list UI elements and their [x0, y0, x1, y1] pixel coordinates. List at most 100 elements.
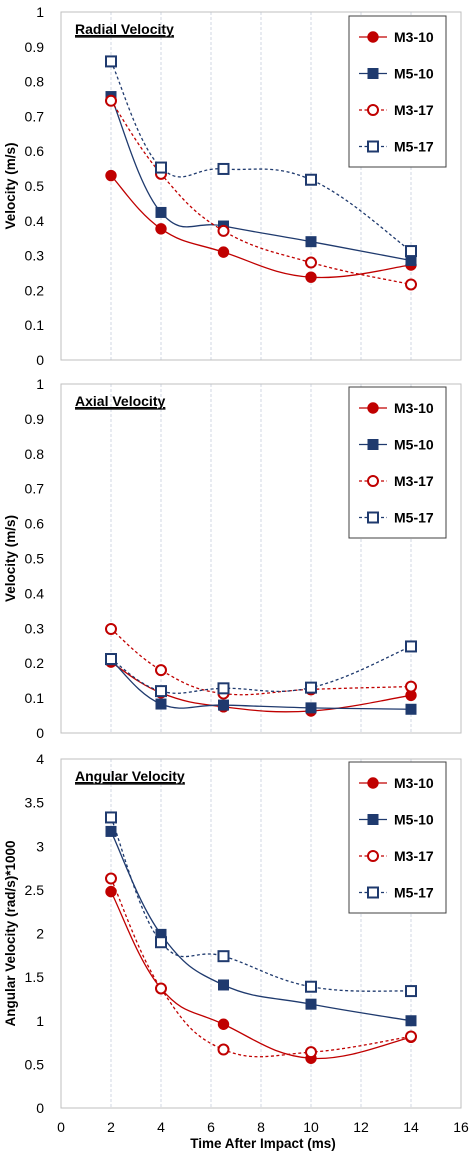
data-point — [405, 680, 417, 693]
y-tick-label: 0.3 — [25, 620, 45, 636]
legend-marker — [367, 140, 379, 153]
chart-title: Angular Velocity — [75, 768, 185, 784]
y-tick-label: 0.6 — [25, 516, 45, 532]
plot-frame — [60, 383, 462, 734]
data-point — [305, 702, 317, 714]
series-M5-17 — [105, 640, 417, 698]
data-point — [155, 982, 167, 995]
data-point — [217, 682, 230, 695]
legend-label: M5-10 — [394, 66, 434, 82]
legend-label: M5-10 — [394, 437, 434, 453]
series-M5-17 — [105, 55, 417, 258]
legend: M3-10 M5-10 M3-17 M5-17 — [348, 761, 447, 914]
data-point — [217, 224, 230, 237]
y-tick-label: 4 — [36, 751, 44, 767]
data-point — [155, 664, 167, 677]
data-point — [155, 161, 167, 174]
data-point — [105, 825, 117, 837]
legend-item: M3-17 — [359, 102, 434, 118]
y-tick-label: 2.5 — [25, 882, 45, 898]
legend-label: M5-17 — [394, 510, 434, 526]
data-point — [405, 703, 417, 715]
data-point — [155, 698, 167, 710]
data-point — [405, 245, 417, 258]
y-tick-label: 1.5 — [25, 969, 45, 985]
y-tick-labels: 0 0.1 0.2 0.3 0.4 0.5 0.6 0.7 0.8 0.9 1 — [25, 376, 45, 741]
legend-label: M5-10 — [394, 812, 434, 828]
legend-marker — [367, 850, 379, 862]
data-point — [217, 162, 230, 175]
data-point — [105, 811, 117, 824]
legend-marker — [367, 886, 379, 899]
legend-label: M5-17 — [394, 139, 434, 155]
y-tick-label: 3.5 — [25, 795, 45, 811]
x-tick-label: 4 — [157, 1119, 165, 1135]
y-tick-label: 0.9 — [25, 39, 45, 55]
legend-item: M5-10 — [359, 812, 434, 828]
series-M3-17 — [105, 872, 417, 1059]
legend-label: M3-17 — [394, 473, 434, 489]
series-line — [110, 661, 412, 713]
series-line — [110, 817, 412, 992]
legend-item: M5-10 — [359, 66, 434, 82]
data-point — [405, 1030, 417, 1043]
legend-item: M3-10 — [359, 29, 434, 45]
data-point — [105, 169, 117, 182]
y-tick-label: 0 — [36, 352, 44, 368]
series-M5-10 — [105, 825, 417, 1027]
y-tick-label: 0 — [36, 725, 44, 741]
legend-box — [348, 15, 447, 168]
data-point — [305, 256, 317, 269]
y-tick-labels: 0 0.5 1 1.5 2 2.5 3 3.5 4 — [25, 751, 45, 1116]
plot-frame — [60, 758, 462, 1109]
x-tick-label: 16 — [453, 1119, 469, 1135]
x-tick-label: 2 — [107, 1119, 115, 1135]
legend-item: M5-17 — [359, 510, 434, 526]
y-tick-label: 1 — [36, 4, 44, 20]
x-tick-label: 6 — [207, 1119, 215, 1135]
legend-item: M3-10 — [359, 775, 434, 791]
series-line — [110, 628, 412, 696]
legend-marker — [367, 31, 379, 43]
y-tick-label: 0.1 — [25, 690, 45, 706]
legend-box — [348, 761, 447, 914]
y-tick-label: 0.8 — [25, 446, 45, 462]
data-point — [217, 1018, 230, 1030]
legend-marker — [367, 814, 379, 825]
data-point — [105, 885, 117, 898]
y-tick-label: 3 — [36, 838, 44, 854]
plot-frame — [60, 11, 462, 361]
y-tick-labels: 0 0.1 0.2 0.3 0.4 0.5 0.6 0.7 0.8 0.9 1 — [25, 4, 45, 368]
y-tick-label: 0.7 — [25, 108, 45, 124]
y-axis-label: Velocity (m/s) — [3, 142, 18, 229]
data-point — [105, 653, 117, 666]
chart-title: Axial Velocity — [75, 393, 165, 409]
data-point — [305, 236, 317, 248]
y-tick-label: 0.2 — [25, 282, 45, 298]
y-tick-label: 1 — [36, 1013, 44, 1029]
y-tick-label: 0.2 — [25, 655, 45, 671]
x-tick-label: 12 — [353, 1119, 369, 1135]
data-point — [305, 271, 317, 283]
legend-label: M3-17 — [394, 848, 434, 864]
data-point — [155, 223, 167, 235]
y-tick-label: 0.8 — [25, 74, 45, 90]
x-tick-label: 0 — [57, 1119, 65, 1135]
y-tick-label: 0.1 — [25, 317, 45, 333]
y-tick-label: 0.4 — [25, 585, 45, 601]
data-point — [105, 872, 117, 885]
axial-velocity-chart: 0 0.1 0.2 0.3 0.4 0.5 0.6 0.7 0.8 0.9 1 Velocity (m… — [3, 376, 462, 741]
x-tick-label: 8 — [257, 1119, 265, 1135]
y-tick-label: 1 — [36, 376, 44, 392]
x-tick-labels: 0 2 4 6 8 10 12 14 16 — [57, 1119, 469, 1135]
data-point — [217, 246, 230, 258]
y-axis-label: Velocity (m/s) — [3, 515, 18, 602]
data-point — [305, 173, 317, 186]
y-axis-label: Angular Velocity (rad/s)*1000 — [3, 840, 18, 1026]
y-tick-label: 0.9 — [25, 411, 45, 427]
angular-velocity-chart: 0 0.5 1 1.5 2 2.5 3 3.5 4 0 2 4 6 8 10 12 14 16 Angular Ve… — [3, 751, 469, 1151]
legend-item: M5-10 — [359, 437, 434, 453]
y-tick-label: 0.7 — [25, 481, 45, 497]
radial-velocity-chart: 0 0.1 0.2 0.3 0.4 0.5 0.6 0.7 0.8 0.9 1 Velocity (m… — [3, 4, 462, 368]
